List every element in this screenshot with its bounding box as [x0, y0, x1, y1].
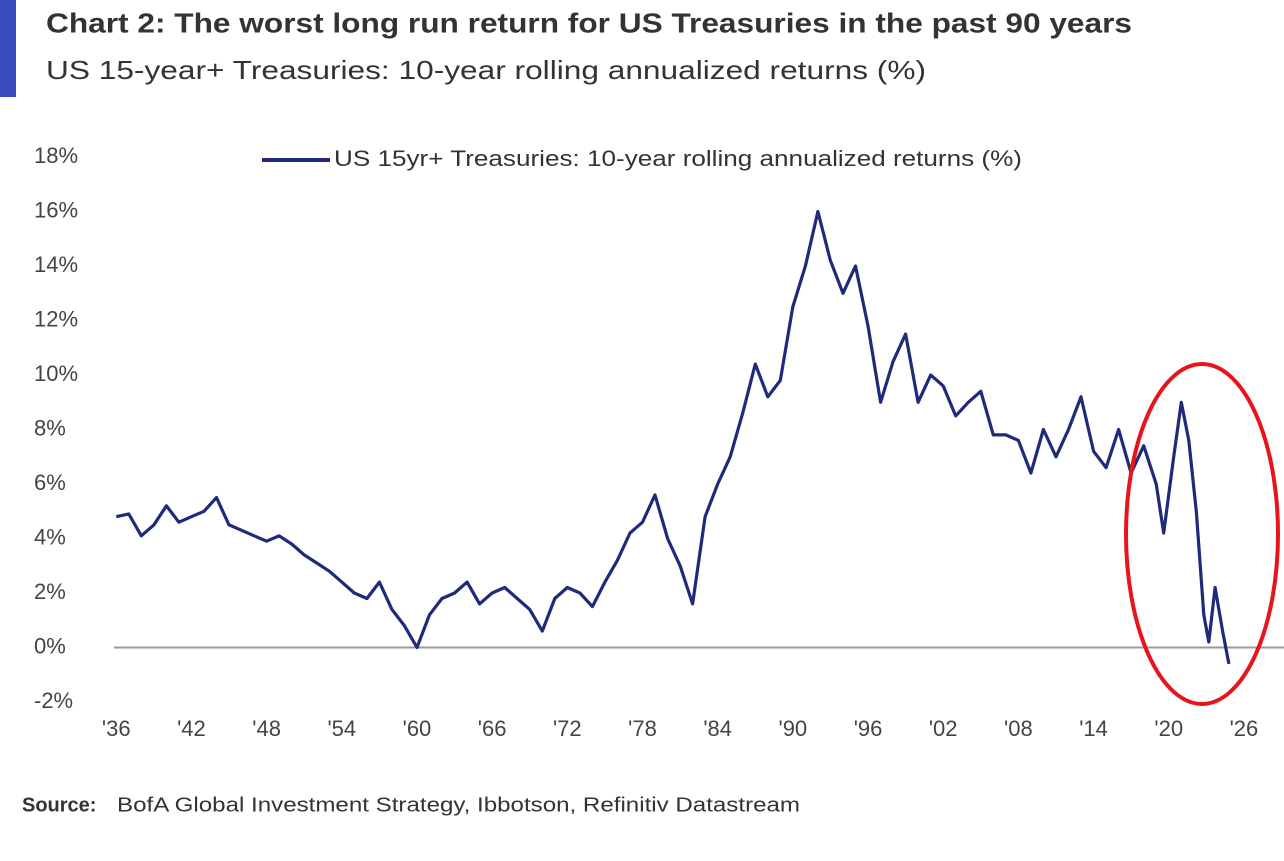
x-tick-label: '78: [628, 716, 657, 741]
series-line: [115, 209, 1231, 665]
y-tick-label: 2%: [34, 579, 66, 604]
x-tick-label: '66: [478, 716, 507, 741]
y-tick-label: 4%: [34, 524, 66, 549]
chart-title: Chart 2: The worst long run return for U…: [46, 7, 1132, 38]
y-tick-label: 8%: [34, 415, 66, 440]
x-tick-label: '26: [1230, 716, 1259, 741]
chart-subtitle: US 15-year+ Treasuries: 10-year rolling …: [46, 55, 926, 85]
x-tick-label: '02: [929, 716, 958, 741]
x-tick-label: '20: [1154, 716, 1183, 741]
legend-label: US 15yr+ Treasuries: 10-year rolling ann…: [334, 146, 1022, 171]
x-tick-label: '96: [854, 716, 883, 741]
y-tick-label: 0%: [34, 633, 66, 658]
y-tick-label: 14%: [34, 252, 78, 277]
x-tick-label: '60: [403, 716, 432, 741]
x-tick-label: '36: [102, 716, 131, 741]
y-tick-label: 16%: [34, 197, 78, 222]
x-tick-label: '90: [779, 716, 808, 741]
y-tick-label: 10%: [34, 361, 78, 386]
x-tick-label: '84: [703, 716, 732, 741]
source: BofA Global Investment Strategy, Ibbotso…: [117, 794, 800, 816]
accent-bar: [0, 0, 16, 97]
x-tick-label: '08: [1004, 716, 1033, 741]
x-tick-label: '48: [252, 716, 281, 741]
x-tick-label: '72: [553, 716, 582, 741]
y-tick-label: 18%: [34, 143, 78, 168]
x-tick-label: '54: [327, 716, 356, 741]
x-tick-label: '42: [177, 716, 206, 741]
highlight-ellipse: [1124, 362, 1280, 706]
y-tick-label: -2%: [34, 688, 73, 713]
y-tick-label: 12%: [34, 306, 78, 331]
source-label: Source:: [22, 794, 96, 816]
x-tick-label: '14: [1079, 716, 1108, 741]
y-tick-label: 6%: [34, 470, 66, 495]
